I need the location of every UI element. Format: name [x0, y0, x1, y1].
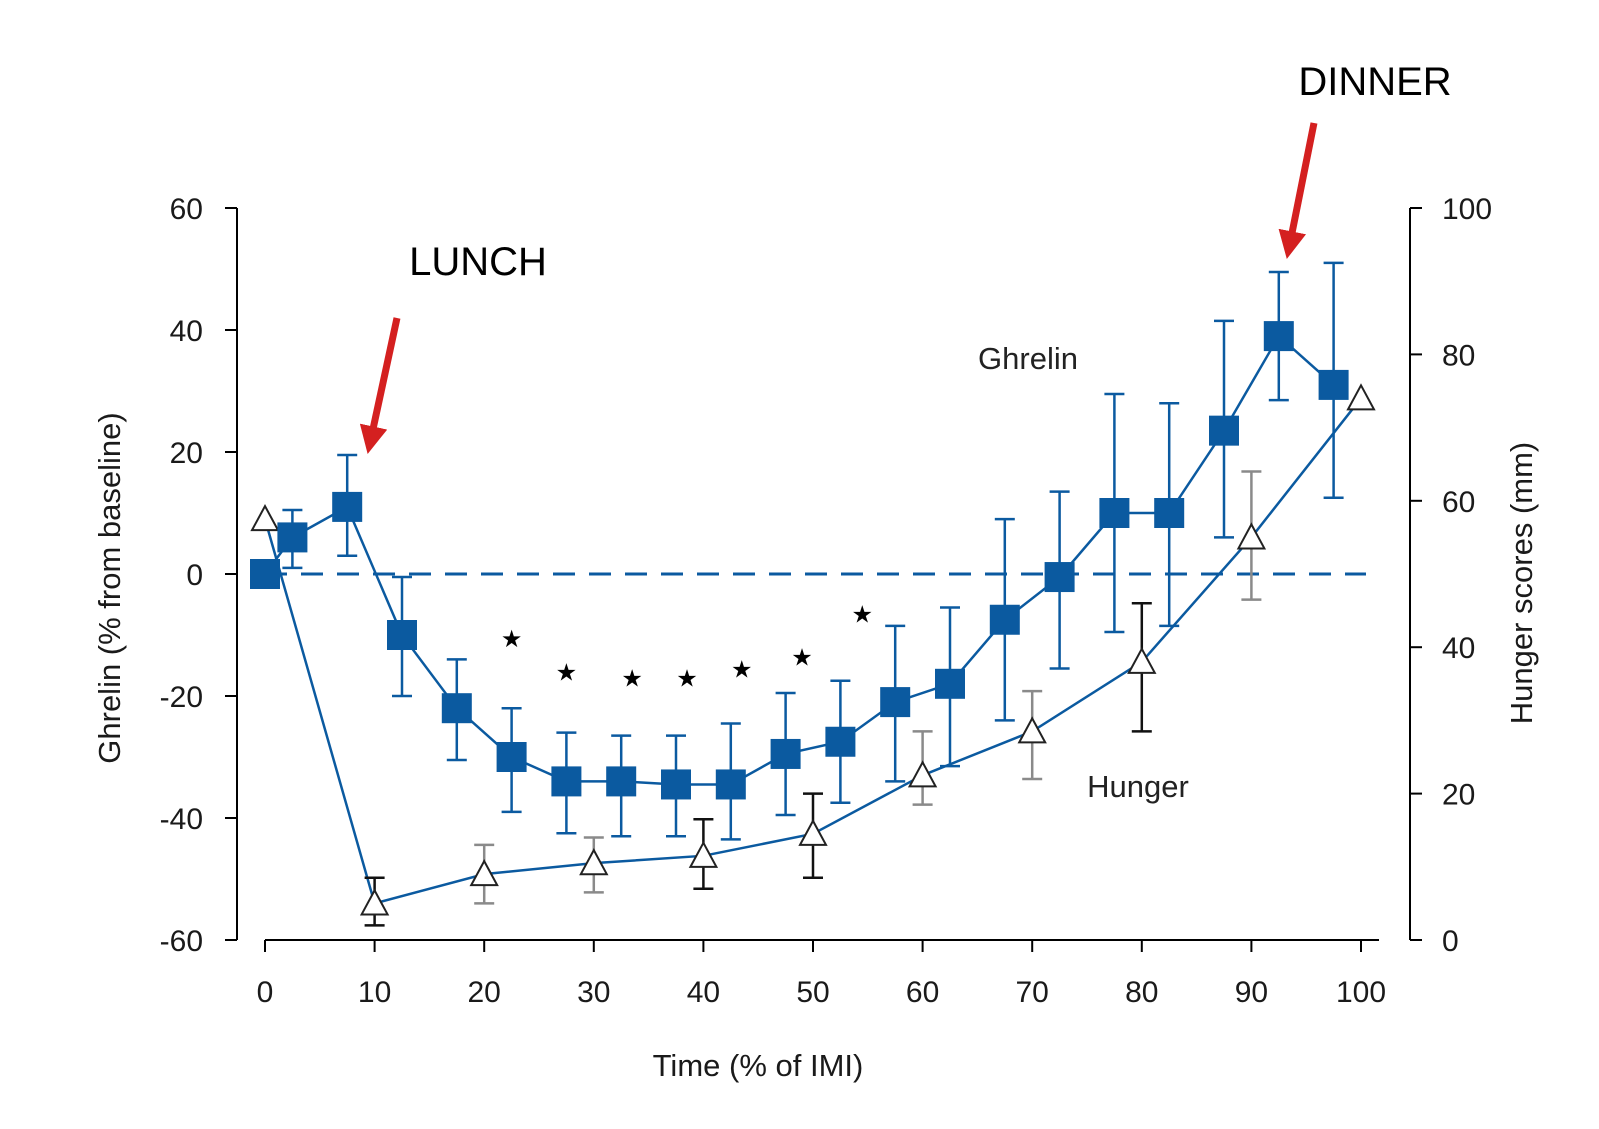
right-y-tick-label: 40 [1442, 632, 1475, 665]
ghrelin-point [715, 769, 746, 800]
significance-star: ★ [791, 643, 813, 671]
x-axis-title: Time (% of IMI) [653, 1048, 864, 1083]
ghrelin-point [387, 620, 417, 650]
ghrelin-point [880, 687, 911, 718]
ghrelin-point [1318, 369, 1349, 400]
x-tick-label: 60 [906, 976, 939, 1009]
dinner-label: DINNER [1298, 60, 1451, 104]
hunger-point [359, 888, 390, 916]
significance-star: ★ [621, 665, 643, 693]
ghrelin-point [1263, 321, 1294, 352]
x-tick-label: 50 [796, 976, 829, 1009]
hunger-point [688, 840, 719, 868]
significance-star: ★ [852, 601, 874, 629]
x-tick-label: 30 [577, 976, 610, 1009]
hunger-point [1017, 716, 1047, 744]
left-y-tick-label: -60 [160, 925, 203, 958]
significance-star: ★ [556, 659, 578, 687]
left-y-tick-label: -40 [160, 803, 203, 836]
ghrelin-point [1044, 562, 1075, 593]
dinner-arrow [1278, 122, 1318, 259]
left-y-tick-label: 20 [170, 437, 203, 470]
ghrelin-point [551, 766, 582, 797]
left-y-tick-label: 40 [170, 315, 203, 348]
ghrelin-point [496, 742, 527, 772]
ghrelin-point [1099, 498, 1130, 528]
significance-star: ★ [676, 665, 698, 693]
x-tick-label: 100 [1336, 976, 1386, 1009]
ghrelin-point [1209, 415, 1239, 446]
right-y-tick-label: 0 [1442, 925, 1459, 958]
right-y-tick-label: 100 [1442, 193, 1492, 226]
hunger-point [469, 859, 499, 887]
x-tick-label: 10 [358, 976, 391, 1009]
hunger-point [798, 818, 828, 846]
right-y-tick-label: 60 [1442, 486, 1475, 519]
hunger-point [907, 760, 938, 788]
ghrelin-series-label: Ghrelin [978, 341, 1078, 376]
x-tick-label: 0 [257, 976, 274, 1009]
ghrelin-point [441, 693, 472, 724]
x-tick-label: 80 [1125, 976, 1158, 1009]
x-tick-label: 70 [1016, 976, 1049, 1009]
left-y-tick-label: -20 [160, 681, 203, 714]
x-tick-label: 40 [687, 976, 720, 1009]
hunger-point [1346, 383, 1376, 411]
hunger-point [250, 503, 280, 532]
ghrelin-point [1154, 498, 1185, 528]
ghrelin-point [606, 766, 637, 797]
ghrelin-point [277, 522, 308, 553]
significance-star: ★ [731, 656, 753, 684]
left-y-tick-label: 0 [186, 559, 203, 592]
hunger-series [250, 383, 1376, 927]
ghrelin-point [250, 559, 280, 589]
lunch-annotation: LUNCH [359, 240, 547, 454]
ghrelin-point [661, 769, 691, 800]
right-y-tick-label: 20 [1442, 779, 1475, 812]
ghrelin-point [770, 738, 801, 769]
x-tick-label: 90 [1235, 976, 1268, 1009]
lunch-arrow [359, 317, 401, 454]
hunger-series-label: Hunger [1087, 769, 1189, 804]
tick-layer: 0 10 20 30 40 50 60 70 80 90 100 60 40 20 0 -20 -40 -60 10… [160, 193, 1492, 1009]
hunger-point [579, 848, 609, 876]
ghrelin-series [250, 261, 1349, 841]
lunch-label: LUNCH [409, 240, 547, 284]
left-y-tick-label: 60 [170, 193, 203, 226]
significance-stars: ★ ★ ★ ★ ★ ★ ★ [501, 601, 873, 693]
hunger-point [1236, 522, 1267, 550]
ghrelin-point [935, 668, 965, 699]
right-y-tick-label: 80 [1442, 339, 1475, 372]
x-tick-label: 20 [468, 976, 501, 1009]
left-axis-title: Ghrelin (% from baseline) [92, 412, 127, 763]
dinner-annotation: DINNER [1278, 60, 1452, 259]
ghrelin-point [332, 491, 363, 522]
right-axis-title: Hunger scores (mm) [1504, 442, 1539, 725]
ghrelin-point [825, 726, 856, 757]
ghrelin-point [989, 604, 1020, 635]
hunger-point [1127, 646, 1157, 674]
significance-star: ★ [501, 625, 523, 653]
